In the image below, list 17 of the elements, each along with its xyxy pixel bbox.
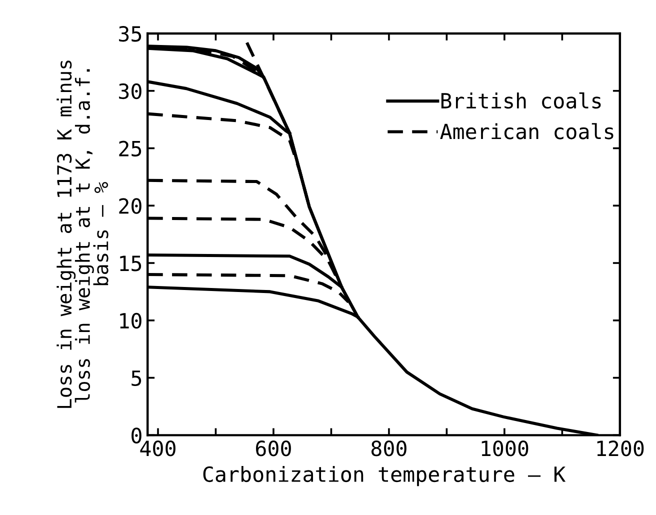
y-tick-label: 25: [119, 140, 142, 157]
legend-label: American coals: [440, 123, 614, 140]
y-tick-label: 30: [119, 83, 142, 100]
y-tick-label: 5: [132, 370, 142, 386]
y-tick-label: 10: [120, 312, 142, 329]
x-tick-label: 800: [371, 440, 406, 456]
x-tick-label: 1200: [597, 440, 644, 456]
x-tick-label: 1000: [482, 440, 528, 456]
y-tick-label: 15: [120, 256, 142, 272]
y-tick-label: 0: [132, 428, 142, 444]
y-tick-label: 20: [119, 198, 142, 214]
x-tick-label: 600: [256, 440, 291, 456]
y-tick-label: 35: [119, 26, 142, 42]
legend-label: British coals: [441, 92, 601, 109]
y-axis-title: Loss in weight at 1173 K minus loss in weight at t K, d.a.f. basis — %: [56, 60, 108, 408]
x-tick-label: 400: [140, 440, 176, 456]
x-axis-title: Carbonization temperature — K: [203, 466, 566, 486]
